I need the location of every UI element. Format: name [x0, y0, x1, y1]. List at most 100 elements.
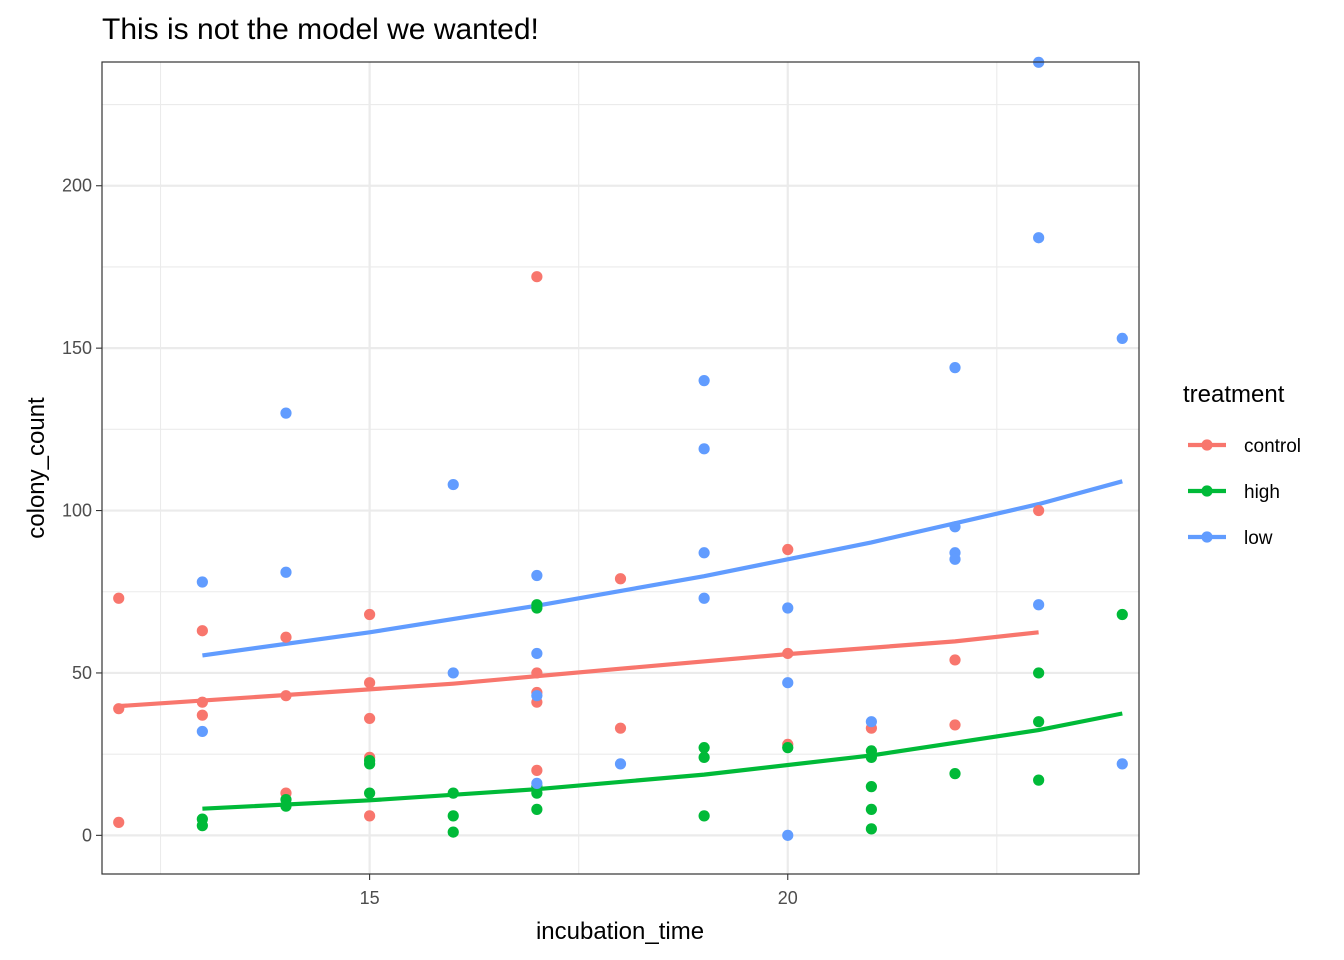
- point-control: [113, 592, 125, 604]
- y-axis-title: colony_count: [23, 397, 50, 539]
- point-low: [782, 829, 794, 841]
- point-control: [782, 647, 794, 660]
- point-high: [949, 768, 961, 780]
- legend-label: control: [1244, 436, 1301, 457]
- point-control: [113, 703, 125, 715]
- grid-minor: [102, 62, 1139, 874]
- point-low: [698, 443, 710, 455]
- point-control: [614, 573, 627, 585]
- point-low: [196, 725, 208, 738]
- point-high: [196, 820, 208, 832]
- point-high: [865, 823, 877, 835]
- point-control: [949, 654, 961, 666]
- legend-key-point: [1201, 439, 1213, 451]
- point-high: [865, 803, 877, 815]
- point-low: [782, 602, 794, 614]
- legend-label: high: [1244, 482, 1280, 503]
- point-low: [949, 521, 961, 533]
- point-control: [364, 810, 376, 822]
- point-low: [447, 478, 459, 491]
- point-low: [447, 667, 459, 679]
- legend-item-low: low: [1188, 528, 1273, 549]
- point-low: [1116, 758, 1128, 770]
- point-high: [364, 787, 376, 799]
- point-control: [782, 543, 794, 556]
- x-axis-title: incubation_time: [536, 918, 704, 945]
- point-control: [531, 271, 543, 283]
- point-control: [531, 667, 543, 679]
- y-tick-label: 0: [82, 825, 92, 845]
- legend-label: low: [1244, 528, 1273, 549]
- fit-line-low: [202, 479, 1123, 658]
- point-low: [1033, 232, 1045, 244]
- point-low: [782, 677, 794, 689]
- point-control: [196, 696, 208, 708]
- legend-title: treatment: [1183, 381, 1285, 408]
- point-high: [447, 810, 459, 822]
- point-low: [280, 407, 292, 419]
- point-low: [698, 375, 710, 387]
- point-high: [1033, 716, 1045, 728]
- point-low: [698, 547, 710, 559]
- point-low: [865, 716, 877, 728]
- y-tick-label: 50: [72, 663, 92, 683]
- y-tick-label: 150: [62, 338, 92, 358]
- y-tick-label: 200: [62, 176, 92, 196]
- x-tick-label: 15: [360, 888, 380, 908]
- point-high: [782, 742, 794, 754]
- point-low: [1033, 599, 1045, 611]
- point-high: [865, 751, 877, 763]
- data-points: [113, 56, 1128, 841]
- legend-item-control: control: [1188, 436, 1301, 457]
- plot-panel-border: [101, 61, 1140, 875]
- point-low: [949, 553, 961, 565]
- fit-line-high: [202, 711, 1123, 811]
- point-low: [531, 777, 543, 789]
- point-control: [280, 690, 292, 702]
- point-high: [1033, 774, 1045, 786]
- point-control: [364, 712, 376, 725]
- point-high: [698, 751, 710, 763]
- point-low: [531, 569, 543, 582]
- point-low: [1116, 332, 1128, 345]
- point-control: [614, 722, 627, 734]
- point-control: [364, 677, 376, 689]
- point-high: [364, 758, 376, 770]
- point-control: [949, 719, 961, 731]
- point-high: [698, 810, 710, 822]
- legend: treatment control high low: [1183, 381, 1301, 549]
- point-low: [531, 690, 543, 702]
- point-low: [614, 758, 627, 770]
- point-low: [949, 362, 961, 374]
- point-high: [531, 787, 543, 799]
- point-high: [865, 781, 877, 793]
- legend-key-point: [1201, 485, 1213, 497]
- point-high: [1033, 667, 1045, 679]
- point-control: [196, 625, 208, 637]
- point-control: [113, 816, 125, 828]
- x-axis: 15 20: [360, 874, 798, 908]
- y-axis: 0 50 100 150 200: [62, 176, 102, 845]
- point-low: [531, 647, 543, 660]
- point-control: [280, 631, 292, 643]
- point-control: [196, 709, 208, 721]
- point-control: [1033, 504, 1045, 517]
- point-high: [1116, 608, 1128, 621]
- point-low: [698, 592, 710, 604]
- point-high: [531, 803, 543, 815]
- point-high: [280, 800, 292, 812]
- point-high: [447, 826, 459, 838]
- chart-title: This is not the model we wanted!: [102, 13, 539, 46]
- point-control: [364, 608, 376, 621]
- point-low: [196, 576, 208, 588]
- plot-background: [102, 62, 1139, 874]
- point-control: [531, 764, 543, 776]
- y-tick-label: 100: [62, 501, 92, 521]
- grid-major: [102, 62, 1139, 874]
- point-low: [280, 566, 292, 578]
- legend-key-point: [1201, 531, 1213, 543]
- x-tick-label: 20: [778, 888, 798, 908]
- point-high: [698, 742, 710, 754]
- point-high: [531, 602, 543, 614]
